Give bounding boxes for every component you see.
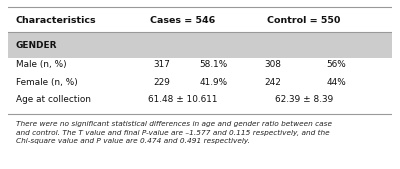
Text: 62.39 ± 8.39: 62.39 ± 8.39 — [274, 95, 333, 104]
Text: 56%: 56% — [326, 60, 346, 69]
Text: GENDER: GENDER — [16, 41, 57, 50]
Text: 58.1%: 58.1% — [199, 60, 228, 69]
Text: Male (n, %): Male (n, %) — [16, 60, 66, 69]
Text: Characteristics: Characteristics — [16, 16, 96, 25]
Text: 41.9%: 41.9% — [199, 78, 228, 87]
Text: Cases = 546: Cases = 546 — [150, 16, 215, 25]
Text: 229: 229 — [153, 78, 170, 87]
Bar — [8, 32, 392, 58]
Text: Control = 550: Control = 550 — [267, 16, 340, 25]
Text: Age at collection: Age at collection — [16, 95, 91, 104]
Text: 317: 317 — [153, 60, 170, 69]
Text: 44%: 44% — [326, 78, 346, 87]
Text: 308: 308 — [264, 60, 282, 69]
Text: 61.48 ± 10.611: 61.48 ± 10.611 — [148, 95, 218, 104]
Text: 242: 242 — [264, 78, 281, 87]
Text: Female (n, %): Female (n, %) — [16, 78, 78, 87]
Text: There were no significant statistical differences in age and gender ratio betwee: There were no significant statistical di… — [16, 121, 332, 144]
